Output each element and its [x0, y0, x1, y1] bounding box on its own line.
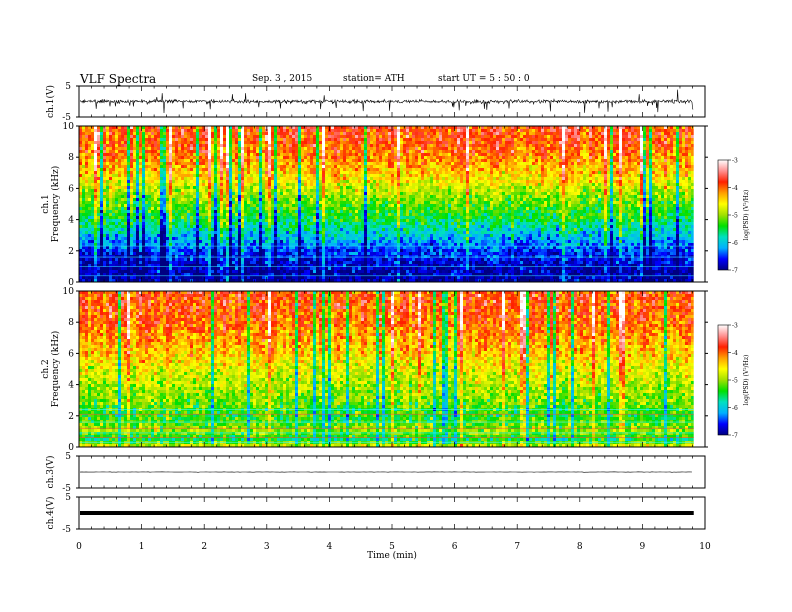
y-tick-label: 6 — [68, 349, 74, 359]
y-tick-label: 5 — [65, 493, 71, 503]
y-tick-label: -5 — [62, 525, 71, 535]
colorbar-tick-label: -4 — [732, 185, 738, 192]
colorbar — [718, 325, 728, 435]
y-axis-label: Frequency (kHz) — [50, 331, 61, 408]
y-tick-label: 8 — [68, 153, 74, 163]
y-tick-label: 5 — [65, 82, 71, 92]
y-tick-label: 2 — [68, 247, 74, 257]
colorbar-tick-label: -3 — [732, 158, 738, 165]
waveform-trace — [80, 472, 692, 473]
x-tick-label: 0 — [76, 542, 82, 552]
colorbar-tick-label: -7 — [732, 433, 738, 440]
colorbar-tick-label: -6 — [732, 240, 738, 247]
colorbar-tick-label: -6 — [732, 405, 738, 412]
x-tick-label: 4 — [327, 542, 333, 552]
x-tick-label: 6 — [452, 542, 458, 552]
x-axis-label: Time (min) — [367, 550, 417, 561]
colorbar-tick-label: -5 — [732, 378, 738, 385]
colorbar-tick-label: -7 — [732, 268, 738, 275]
ch1-waveform — [80, 90, 693, 113]
y-tick-label: 10 — [63, 122, 75, 132]
colorbar-tick-label: -3 — [732, 323, 738, 330]
x-tick-label: 1 — [139, 542, 145, 552]
y-tick-label: 4 — [68, 216, 74, 226]
x-tick-label: 3 — [264, 542, 270, 552]
channel-label: ch.1 — [41, 194, 51, 213]
colorbar-tick-label: -5 — [732, 213, 738, 220]
x-tick-label: 7 — [514, 542, 520, 552]
channel-label: ch.2 — [41, 359, 51, 378]
ch2-spectrogram — [79, 291, 694, 447]
ch3-waveform — [80, 472, 692, 473]
colorbar-tick-label: -4 — [732, 350, 738, 357]
waveform-trace — [80, 90, 693, 113]
colorbar-label: log(PSD) (V²/Hz) — [743, 190, 750, 241]
channel-label: ch.3(V) — [45, 456, 56, 489]
ch1-spectrogram — [79, 126, 694, 282]
y-tick-label: 4 — [68, 381, 74, 391]
y-tick-label: 5 — [65, 452, 71, 462]
x-tick-label: 10 — [699, 542, 711, 552]
channel-label: ch.1(V) — [45, 85, 56, 118]
y-tick-label: 6 — [68, 184, 74, 194]
x-tick-label: 2 — [201, 542, 207, 552]
colorbar — [718, 160, 728, 270]
y-tick-label: 10 — [63, 287, 75, 297]
x-tick-label: 9 — [640, 542, 646, 552]
channel-label: ch.4(V) — [45, 497, 56, 530]
x-tick-label: 8 — [577, 542, 583, 552]
colorbar-label: log(PSD) (V²/Hz) — [743, 355, 750, 406]
y-tick-label: 8 — [68, 318, 74, 328]
y-tick-label: 2 — [68, 412, 74, 422]
y-axis-label: Frequency (kHz) — [50, 166, 61, 243]
